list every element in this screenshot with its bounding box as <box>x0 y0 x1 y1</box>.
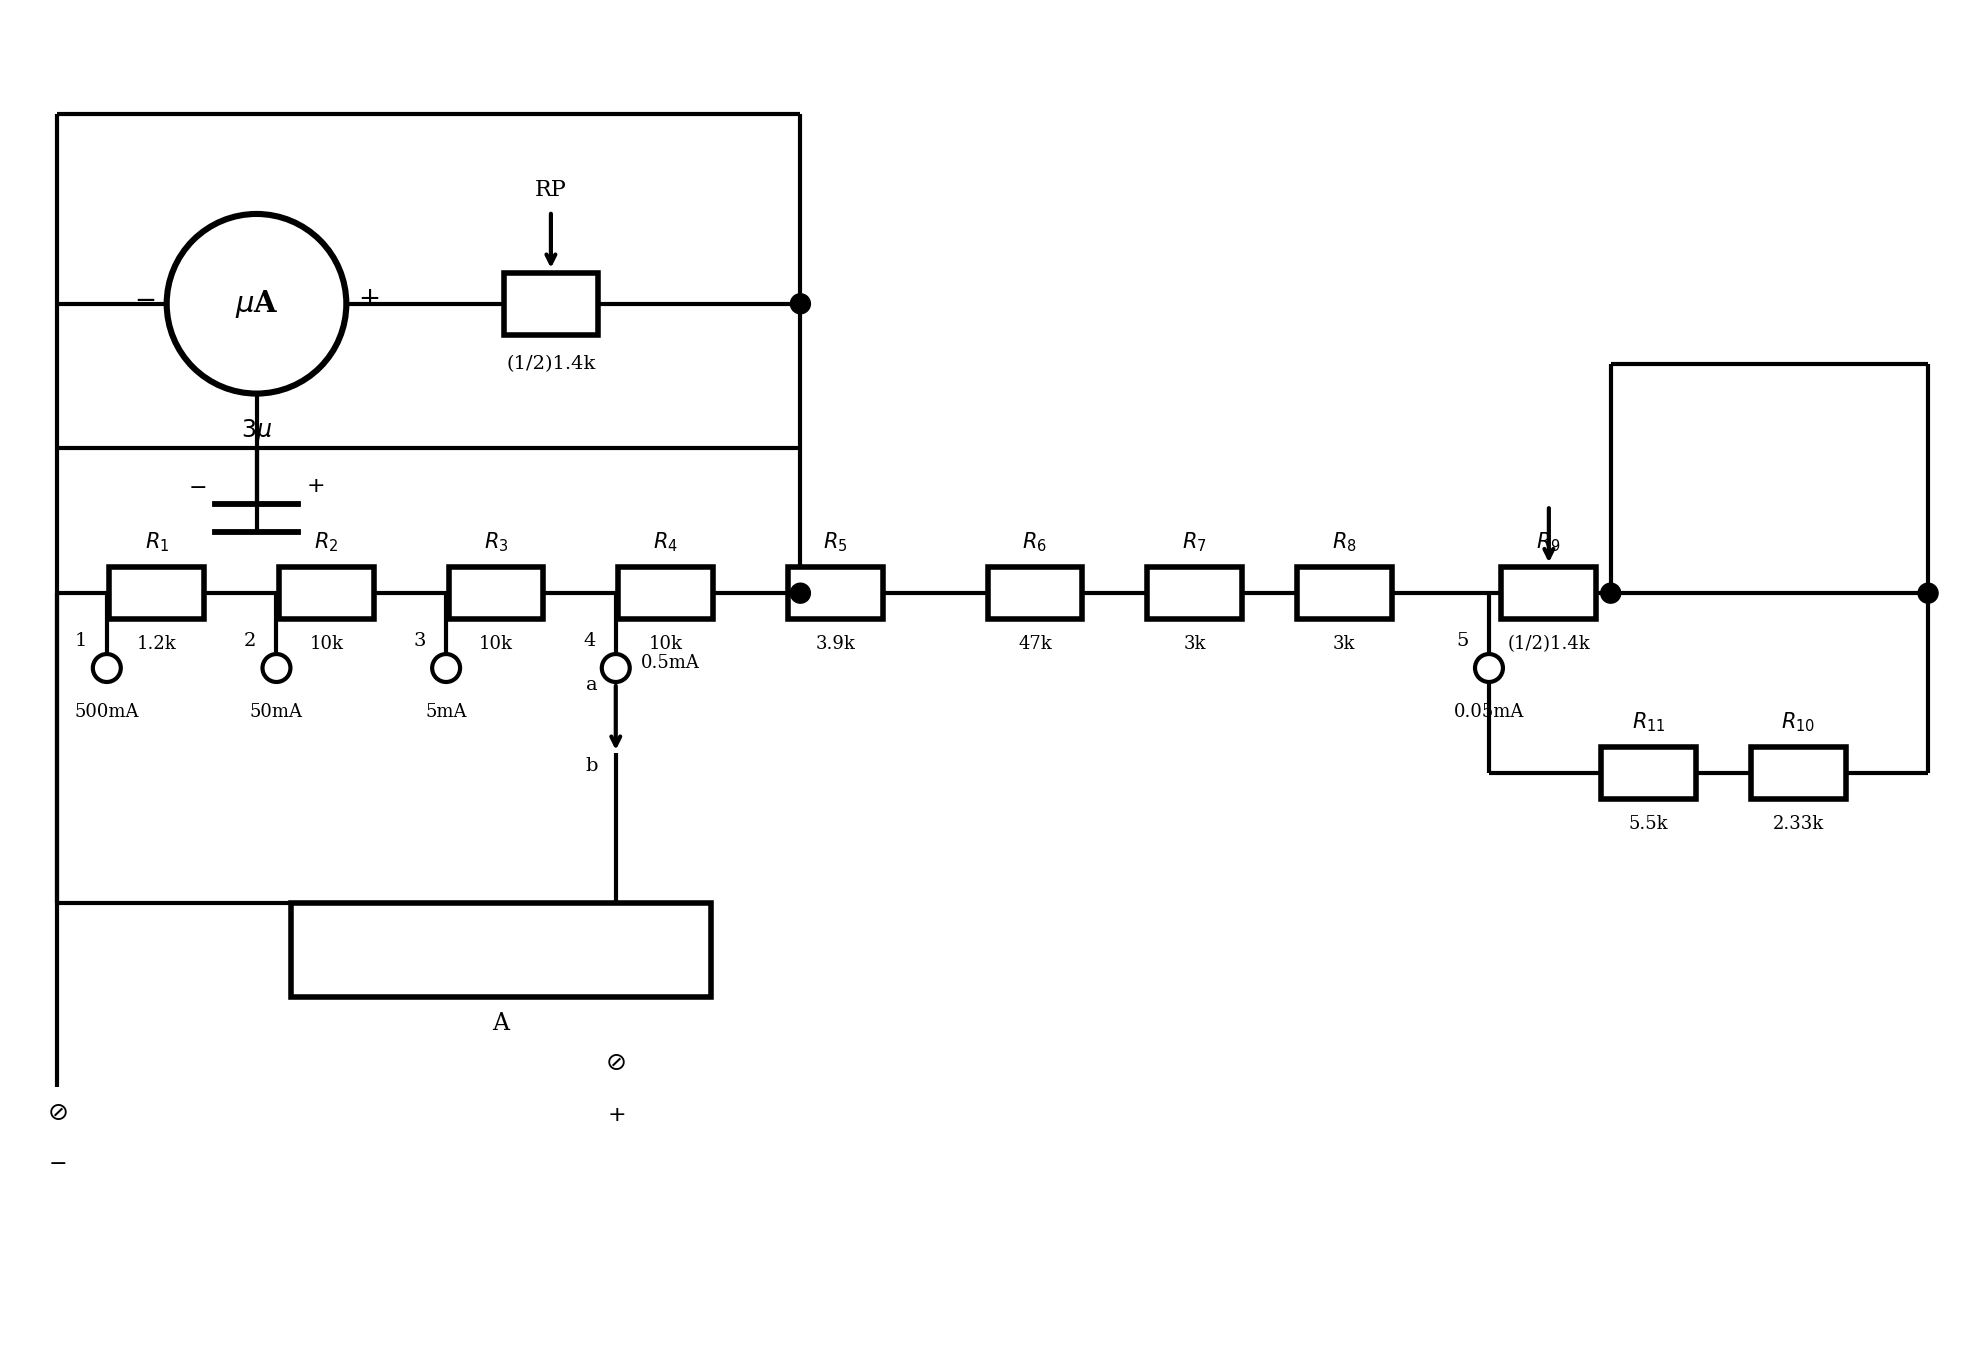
Text: $-$: $-$ <box>135 285 155 311</box>
Text: 500mA: 500mA <box>75 704 139 721</box>
Text: 2.33k: 2.33k <box>1772 815 1823 832</box>
Circle shape <box>791 583 811 603</box>
Text: 50mA: 50mA <box>250 704 303 721</box>
Text: $R_{8}$: $R_{8}$ <box>1332 530 1356 555</box>
Text: 10k: 10k <box>309 635 343 653</box>
Text: 47k: 47k <box>1019 635 1052 653</box>
Text: (1/2)1.4k: (1/2)1.4k <box>1508 635 1590 653</box>
Circle shape <box>432 653 460 682</box>
Text: $R_{7}$: $R_{7}$ <box>1183 530 1207 555</box>
Circle shape <box>603 653 630 682</box>
Text: 5: 5 <box>1457 632 1469 649</box>
Text: $\oslash$: $\oslash$ <box>46 1103 67 1126</box>
Circle shape <box>791 294 811 314</box>
Circle shape <box>1601 583 1621 603</box>
Text: $R_{11}$: $R_{11}$ <box>1631 710 1665 733</box>
Text: $+$: $+$ <box>357 285 379 311</box>
Text: $R_{6}$: $R_{6}$ <box>1023 530 1046 555</box>
Text: 3.9k: 3.9k <box>815 635 856 653</box>
Text: 1: 1 <box>75 632 87 649</box>
Text: 4: 4 <box>583 632 597 649</box>
Bar <box>1750 747 1845 798</box>
Text: $R_{2}$: $R_{2}$ <box>315 530 339 555</box>
Text: $+$: $+$ <box>307 476 325 497</box>
Text: (1/2)1.4k: (1/2)1.4k <box>505 354 597 372</box>
Text: $\oslash$: $\oslash$ <box>605 1053 626 1076</box>
Bar <box>1148 567 1243 620</box>
Text: 0.05mA: 0.05mA <box>1453 704 1524 721</box>
Text: $R_{10}$: $R_{10}$ <box>1782 710 1816 733</box>
Bar <box>503 273 599 334</box>
Text: 3k: 3k <box>1334 635 1356 653</box>
Bar <box>789 567 882 620</box>
Text: $3\mu$: $3\mu$ <box>242 418 272 445</box>
Text: $-$: $-$ <box>48 1151 65 1172</box>
Text: $R_{9}$: $R_{9}$ <box>1536 530 1562 555</box>
Text: $\mu$A: $\mu$A <box>234 288 277 319</box>
Text: b: b <box>585 756 599 775</box>
Text: $R_{3}$: $R_{3}$ <box>484 530 507 555</box>
Text: a: a <box>587 676 599 694</box>
Circle shape <box>262 653 291 682</box>
Text: RP: RP <box>535 179 567 202</box>
Bar <box>279 567 375 620</box>
Bar <box>448 567 543 620</box>
Bar <box>987 567 1082 620</box>
Text: 5.5k: 5.5k <box>1629 815 1669 832</box>
Text: 2: 2 <box>244 632 256 649</box>
Bar <box>109 567 204 620</box>
Text: A: A <box>492 1012 509 1035</box>
Bar <box>618 567 714 620</box>
Bar <box>291 902 712 997</box>
Text: 10k: 10k <box>480 635 513 653</box>
Text: 0.5mA: 0.5mA <box>640 653 700 672</box>
Bar <box>1502 567 1596 620</box>
Circle shape <box>1475 653 1502 682</box>
Text: $+$: $+$ <box>606 1105 624 1126</box>
Text: 1.2k: 1.2k <box>137 635 176 653</box>
Bar <box>1601 747 1697 798</box>
Text: $R_{1}$: $R_{1}$ <box>145 530 168 555</box>
Bar <box>1296 567 1391 620</box>
Text: 10k: 10k <box>648 635 682 653</box>
Circle shape <box>93 653 121 682</box>
Text: 5mA: 5mA <box>426 704 468 721</box>
Text: 3k: 3k <box>1183 635 1205 653</box>
Circle shape <box>1919 583 1938 603</box>
Text: $-$: $-$ <box>188 476 206 497</box>
Text: 3: 3 <box>414 632 426 649</box>
Text: $R_{4}$: $R_{4}$ <box>654 530 678 555</box>
Text: $R_{5}$: $R_{5}$ <box>823 530 848 555</box>
